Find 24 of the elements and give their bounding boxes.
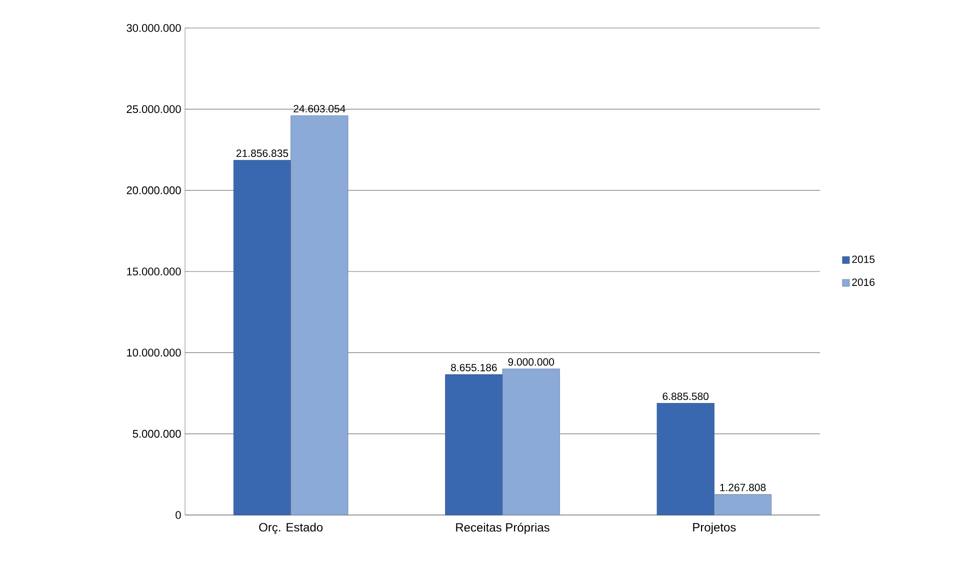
data-label: 1.267.808 <box>720 484 766 492</box>
bar <box>656 403 714 516</box>
data-label: 21.856.835 <box>236 150 288 157</box>
data-label: 9.000.000 <box>508 358 554 366</box>
bar <box>445 374 503 516</box>
bar <box>502 368 560 516</box>
y-tick-label: 0 <box>176 511 181 519</box>
bar <box>290 115 348 516</box>
x-tick-label: Orç. Estado <box>259 522 323 534</box>
y-tick-label: 30.000.000 <box>126 24 181 32</box>
y-tick-label: 20.000.000 <box>126 186 181 194</box>
y-tick-label: 25.000.000 <box>126 105 181 114</box>
x-tick-label: Projetos <box>693 522 736 534</box>
legend-label: 2016 <box>852 278 875 286</box>
y-tick-label: 5.000.000 <box>132 430 181 438</box>
bar <box>714 494 772 516</box>
x-tick-label: Receitas Próprias <box>456 522 550 534</box>
data-label: 6.885.580 <box>662 392 709 400</box>
legend-label: 2015 <box>852 256 875 264</box>
data-label: 8.655.186 <box>451 364 497 372</box>
y-tick-label: 15.000.000 <box>127 268 181 276</box>
bar <box>233 160 292 516</box>
y-tick-label: 10.000.000 <box>127 348 181 357</box>
data-label: 24.603.054 <box>294 104 346 112</box>
